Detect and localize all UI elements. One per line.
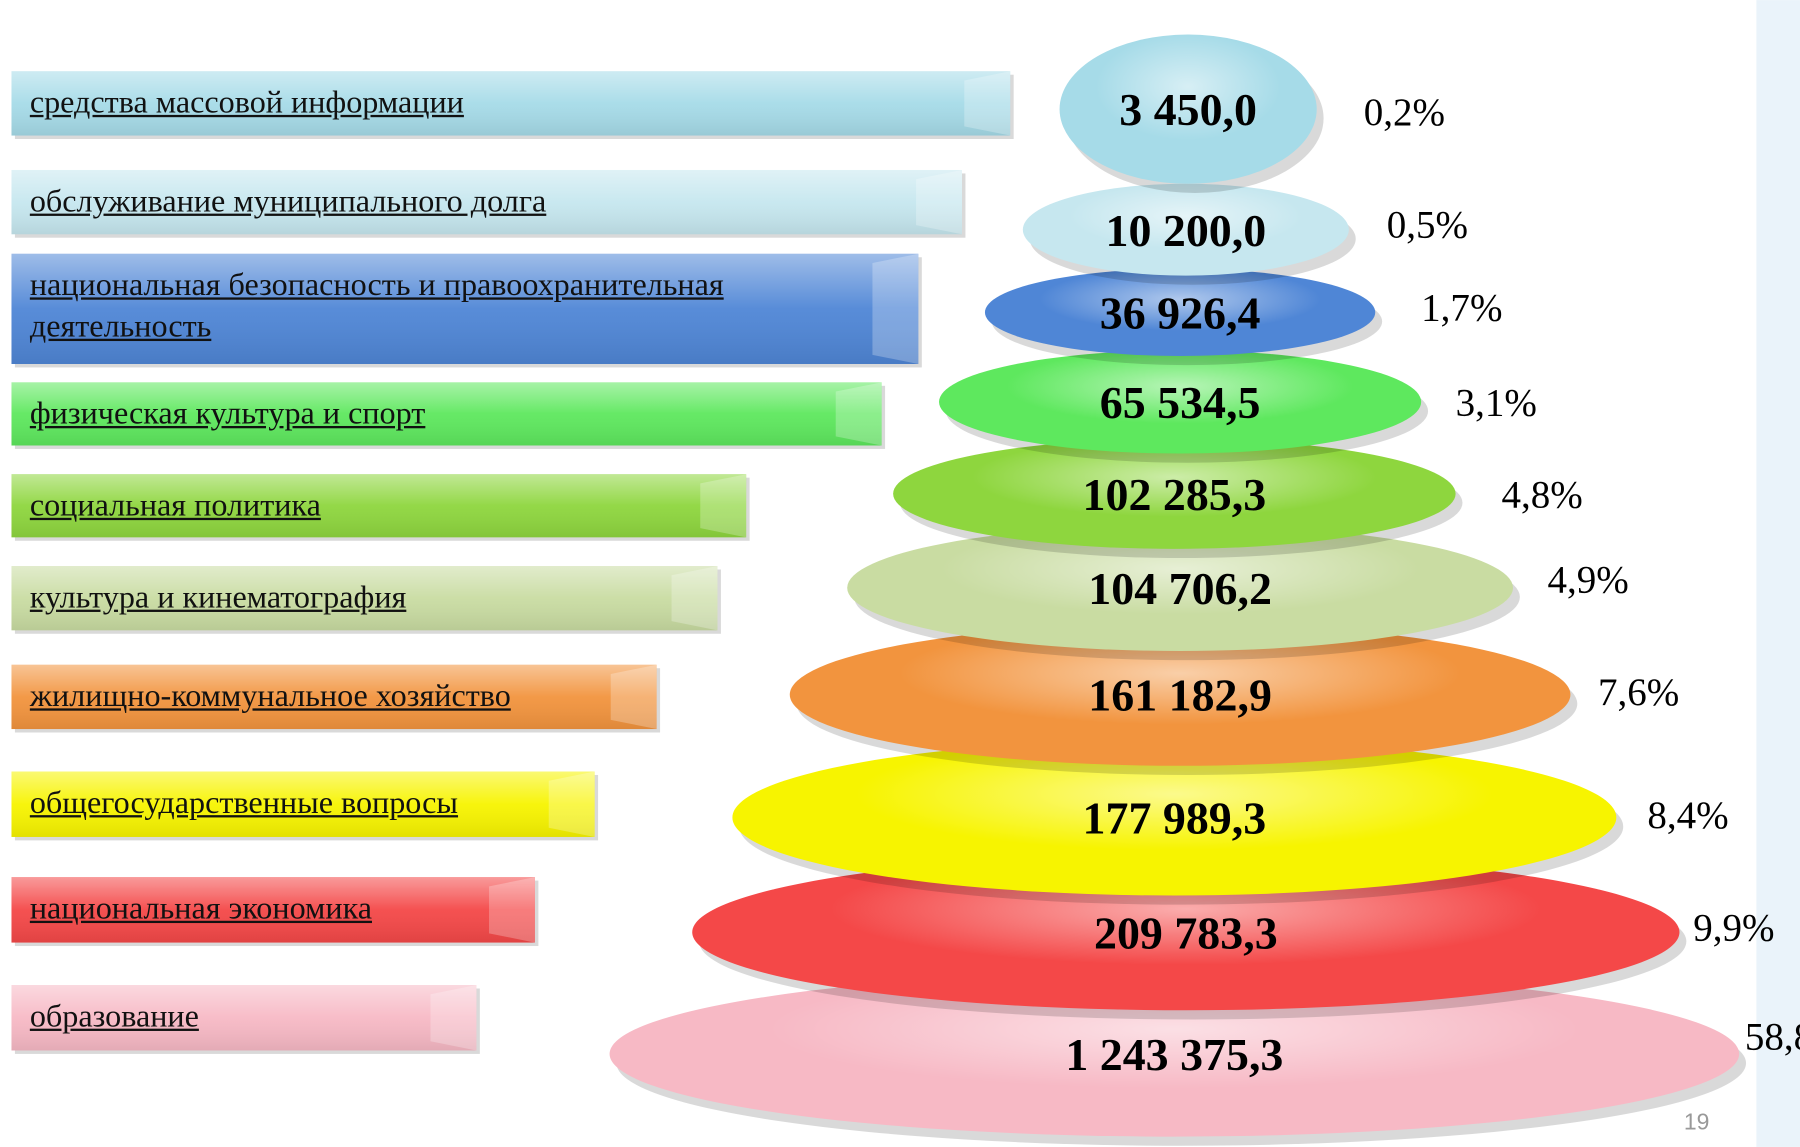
bar-bevel	[700, 474, 747, 538]
tier-share: 0,5%	[1387, 204, 1468, 247]
side-strip	[1756, 0, 1800, 1147]
tier-shine	[893, 438, 1456, 549]
tier-share: 7,6%	[1598, 671, 1679, 714]
bar-bevel	[835, 382, 882, 446]
category-label: образование	[29, 998, 199, 1035]
tier-amount: 102 285,3	[1083, 469, 1267, 520]
category-list: средства массовой информации обслуживание…	[11, 71, 1014, 1054]
tier: 161 182,9 7,6%	[789, 623, 1679, 775]
bar-shine	[11, 382, 882, 446]
category-bar: физическая культура и спорт	[11, 382, 886, 449]
tier-shine	[939, 350, 1422, 454]
bar-bevel	[671, 566, 718, 631]
category-label: физическая культура и спорт	[29, 396, 426, 432]
bar-label-box: обслуживание муниципального долга	[29, 183, 547, 220]
tier: 10 200,0 0,5%	[1022, 183, 1468, 285]
bar-shine	[11, 771, 595, 837]
page-number: 19	[1684, 1109, 1710, 1135]
category-label: общегосударственные вопросы	[29, 785, 459, 821]
tier-shine	[1059, 34, 1317, 184]
category-label: жилищно-коммунальное хозяйство	[29, 678, 511, 715]
category-bar: культура и кинематография	[11, 566, 721, 634]
tier: 36 926,4 1,7%	[984, 268, 1502, 366]
tier-share: 4,8%	[1502, 473, 1583, 516]
tier-amount: 65 534,5	[1100, 377, 1261, 428]
bar-shine	[11, 169, 962, 235]
bar-shine	[11, 664, 657, 730]
bar-bevel	[548, 771, 595, 837]
tier-share: 3,1%	[1456, 382, 1537, 425]
bar-label-box: национальная безопасность и правоохранит…	[29, 267, 724, 345]
tier: 65 534,5 3,1%	[939, 350, 1537, 463]
bar-label-box: жилищно-коммунальное хозяйство	[29, 678, 511, 715]
tier-share: 58,8%	[1745, 1015, 1800, 1058]
category-bar: образование	[11, 985, 480, 1054]
tier-share: 9,9%	[1693, 906, 1774, 949]
tier-amount: 3 450,0	[1119, 84, 1257, 135]
category-label: культура и кинематография	[29, 579, 407, 616]
category-bar: средства массовой информации	[11, 71, 1014, 139]
bar-shine	[11, 985, 477, 1051]
pyramid: 1 243 375,3 58,8% 209 783,3 9,9% 177 989,3 8,…	[609, 34, 1800, 1146]
tier: 209 783,3 9,9%	[692, 854, 1775, 1020]
bar-label-box: общегосударственные вопросы	[29, 785, 459, 821]
bar-bevel	[489, 877, 535, 943]
bar-label-box: средства массовой информации	[29, 85, 464, 121]
category-bar: обслуживание муниципального долга	[11, 169, 966, 238]
tier-shine	[984, 268, 1376, 356]
tier-shine	[847, 524, 1514, 651]
tier-shine	[789, 623, 1571, 766]
bar-bevel	[610, 664, 657, 730]
tier: 177 989,3 8,4%	[732, 739, 1729, 905]
tier: 3 450,0 0,2%	[1059, 34, 1445, 193]
tier-amount: 10 200,0	[1106, 205, 1267, 256]
tier-amount: 161 182,9	[1088, 670, 1272, 721]
bar-shine	[11, 474, 747, 538]
tier-share: 4,9%	[1547, 558, 1628, 601]
tier-share: 8,4%	[1647, 794, 1728, 837]
bar-label-box: национальная экономика	[29, 890, 372, 927]
bar-bevel	[964, 71, 1011, 136]
tier: 102 285,3 4,8%	[893, 438, 1583, 559]
category-label: средства массовой информации	[29, 85, 464, 121]
tier-amount: 104 706,2	[1088, 563, 1272, 614]
tier-amount: 177 989,3	[1083, 793, 1267, 844]
category-label: социальная политика	[29, 487, 321, 524]
bar-label-box: образование	[29, 998, 199, 1035]
tier-amount: 1 243 375,3	[1065, 1029, 1283, 1080]
bar-bevel	[872, 253, 919, 364]
tier-amount: 36 926,4	[1100, 287, 1261, 338]
category-bar: национальная безопасность и правоохранит…	[11, 253, 922, 368]
category-label: обслуживание муниципального долга	[29, 183, 547, 220]
tier-share: 0,2%	[1364, 91, 1445, 134]
category-bar: национальная экономика	[11, 877, 539, 947]
tier-shine	[1022, 183, 1349, 276]
tier: 1 243 375,3 58,8%	[609, 971, 1800, 1146]
bar-label-box: культура и кинематография	[29, 579, 407, 616]
category-label: национальная безопасность и правоохранит…	[29, 267, 724, 345]
category-bar: социальная политика	[11, 474, 750, 541]
category-bar: жилищно-коммунальное хозяйство	[11, 664, 661, 733]
tier: 104 706,2 4,9%	[847, 524, 1629, 661]
bar-label-box: физическая культура и спорт	[29, 396, 426, 432]
category-bar: общегосударственные вопросы	[11, 771, 599, 841]
tier-shine	[732, 739, 1617, 896]
bar-bevel	[430, 985, 477, 1051]
bar-shine	[11, 253, 919, 364]
tier-shine	[692, 854, 1680, 1011]
category-label: национальная экономика	[29, 890, 372, 927]
bar-shine	[11, 566, 718, 631]
bar-shine	[11, 877, 535, 943]
bar-label-box: социальная политика	[29, 487, 321, 524]
bar-bevel	[916, 169, 962, 235]
tier-amount: 209 783,3	[1094, 907, 1278, 958]
tier-shine	[609, 971, 1740, 1137]
tier-share: 1,7%	[1421, 286, 1502, 329]
bar-shine	[11, 71, 1011, 136]
